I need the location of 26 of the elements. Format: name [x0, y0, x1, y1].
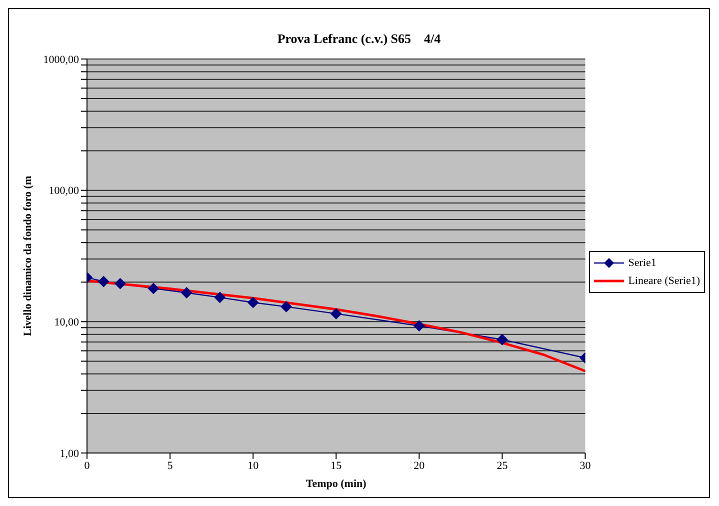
x-tick-label: 5: [167, 460, 174, 472]
y-tick-label: 1000,00: [43, 54, 80, 66]
point: [496, 334, 508, 346]
x-tick-label: 15: [330, 460, 342, 472]
x-axis-title: Tempo (min): [306, 478, 367, 490]
legend-label: Serie1: [628, 256, 656, 271]
y-tick-label: 10,00: [54, 316, 80, 329]
x-tick-label: 0: [84, 460, 90, 472]
point: [280, 301, 292, 312]
point: [98, 276, 110, 288]
y-axis-title: Livello dinamico da fondo foro (m: [22, 176, 34, 336]
legend-label: Lineare (Serie1): [628, 274, 700, 289]
point: [181, 287, 192, 298]
point: [414, 320, 425, 332]
y-tick-label: 1,00: [60, 448, 80, 460]
chart-title: Prova Lefranc (c.v.) S65 4/4: [276, 31, 442, 47]
x-tick-label: 25: [496, 460, 508, 472]
x-tick-label: 10: [248, 460, 260, 472]
point: [114, 278, 126, 290]
y-tick-label: 100,00: [48, 185, 80, 198]
point: [248, 296, 259, 308]
point: [214, 292, 226, 303]
point: [148, 282, 159, 294]
point: [330, 308, 342, 320]
x-tick-label: 30: [580, 460, 592, 472]
x-tick-label: 20: [414, 460, 426, 472]
